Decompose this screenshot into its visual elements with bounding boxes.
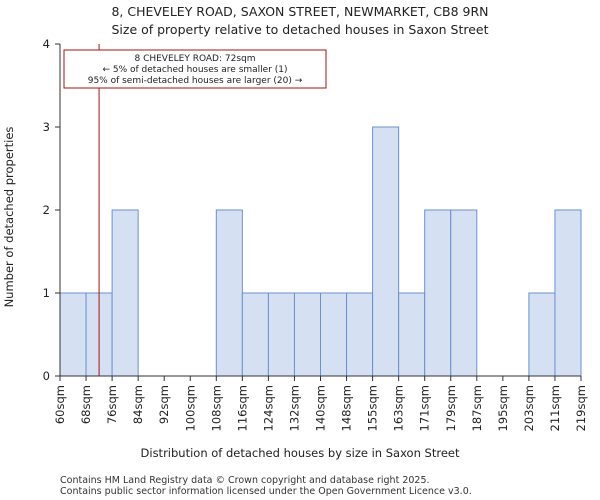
y-tick-label: 2: [43, 203, 50, 217]
x-tick-label: 92sqm: [157, 385, 171, 424]
x-tick-label: 116sqm: [235, 385, 249, 431]
bar-155sqm: [372, 126, 400, 377]
x-tick-label: 211sqm: [548, 385, 562, 431]
x-tick-label: 100sqm: [183, 385, 197, 431]
x-tick-label: 219sqm: [574, 385, 588, 431]
x-tick-label: 187sqm: [470, 385, 484, 431]
chart-subtitle: Size of property relative to detached ho…: [111, 22, 488, 37]
annotation-line-3: 95% of semi-detached houses are larger (…: [88, 76, 303, 86]
y-tick-label: 0: [43, 369, 50, 383]
bar-211sqm: [554, 209, 582, 377]
x-tick-label: 60sqm: [53, 385, 67, 424]
y-ticks-group: 0 1 2 3 4: [43, 37, 60, 383]
annotation-line-2: ← 5% of detached houses are smaller (1): [102, 65, 287, 75]
bar-60sqm: [59, 292, 87, 377]
x-tick-label: 132sqm: [287, 385, 301, 431]
x-tick-label: 203sqm: [522, 385, 536, 431]
x-tick-label: 163sqm: [392, 385, 406, 431]
annotation-line-1: 8 CHEVELEY ROAD: 72sqm: [134, 54, 255, 64]
x-tick-label: 76sqm: [105, 385, 119, 424]
x-tick-label: 108sqm: [209, 385, 223, 431]
y-axis-label: Number of detached properties: [2, 127, 16, 308]
y-tick-label: 4: [43, 37, 50, 51]
x-tick-label: 179sqm: [444, 385, 458, 431]
bar-108sqm: [215, 209, 243, 377]
footer-line-1: Contains HM Land Registry data © Crown c…: [60, 475, 430, 486]
y-tick-label: 1: [43, 286, 50, 300]
x-tick-label: 84sqm: [131, 385, 145, 424]
bar-171sqm: [424, 209, 452, 377]
x-axis-label: Distribution of detached houses by size …: [141, 446, 460, 460]
bar-179sqm: [450, 209, 478, 377]
x-tick-label: 195sqm: [496, 385, 510, 431]
bar-132sqm: [293, 292, 322, 377]
bar-140sqm: [320, 292, 348, 377]
x-tick-label: 140sqm: [314, 385, 328, 431]
bar-163sqm: [398, 292, 426, 377]
x-tick-label: 148sqm: [340, 385, 354, 431]
footer-line-2: Contains public sector information licen…: [60, 486, 472, 497]
annotation-box: 8 CHEVELEY ROAD: 72sqm ← 5% of detached …: [63, 49, 327, 89]
chart-title: 8, CHEVELEY ROAD, SAXON STREET, NEWMARKE…: [111, 4, 488, 19]
bar-148sqm: [346, 292, 374, 377]
bar-116sqm: [241, 292, 269, 377]
x-tick-label: 171sqm: [418, 385, 432, 431]
annotation-frame: [63, 49, 327, 89]
y-tick-label: 3: [43, 120, 50, 134]
bar-76sqm: [111, 209, 139, 377]
x-tick-label: 68sqm: [79, 385, 93, 424]
x-tick-label: 124sqm: [261, 385, 275, 431]
bars-group: [59, 126, 582, 377]
bar-203sqm: [528, 292, 556, 377]
bar-124sqm: [267, 292, 295, 377]
x-ticks-group: 60sqm 68sqm 76sqm 84sqm 92sqm 100sqm 108sqm 116…: [53, 376, 588, 431]
x-tick-label: 155sqm: [366, 385, 380, 431]
